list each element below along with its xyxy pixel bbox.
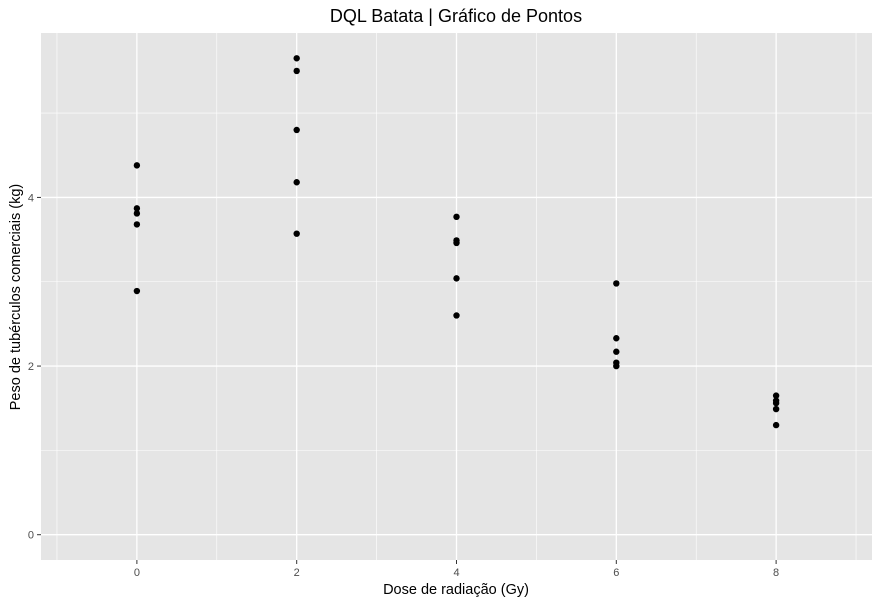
x-axis-title: Dose de radiação (Gy) [383,582,529,598]
data-point [293,55,300,62]
data-point [453,239,460,247]
data-point [772,405,780,413]
y-tick-label: 4 [28,192,34,204]
data-point [772,392,780,399]
data-point [772,399,780,407]
data-point [293,230,300,237]
data-point [293,179,300,186]
data-point [613,280,620,287]
data-point [133,210,141,217]
y-axis-title: Peso de tubérculos comerciais (kg) [8,184,24,410]
data-point [133,162,141,169]
x-tick-label: 0 [134,567,140,579]
y-tick-label: 0 [28,530,34,542]
data-point [133,287,141,295]
chart-title: DQL Batata | Gráfico de Pontos [330,6,582,26]
data-point [453,213,460,221]
data-point [613,362,620,370]
data-point [293,67,300,75]
data-point [772,421,780,429]
x-tick-label: 8 [773,567,779,579]
x-tick-label: 2 [294,567,300,579]
data-point [133,221,141,228]
data-point [293,126,300,134]
data-point [453,312,460,319]
data-point [133,205,141,212]
x-tick-label: 4 [453,567,459,579]
x-tick-label: 6 [613,567,619,579]
data-point [453,275,460,282]
y-tick-label: 2 [28,361,34,373]
data-point [613,335,620,342]
data-point [613,348,620,355]
